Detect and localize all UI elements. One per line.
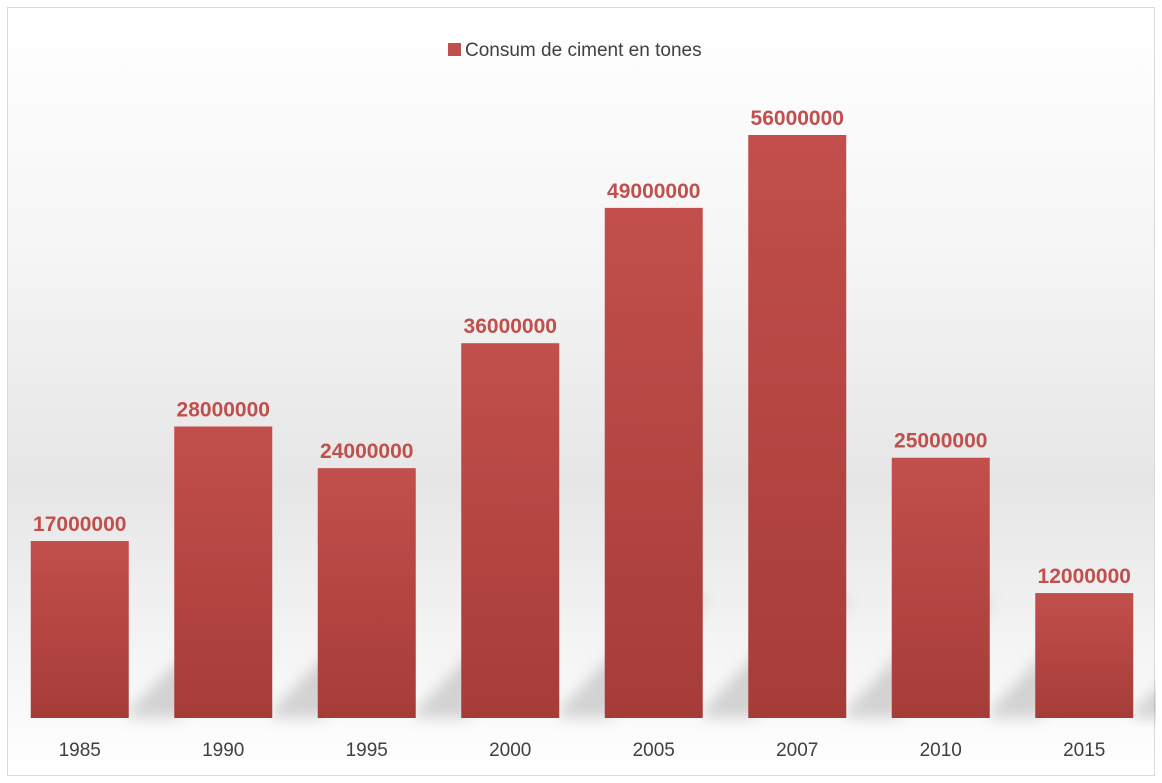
bar	[317, 468, 416, 718]
bar-shadow	[1133, 689, 1156, 718]
data-label: 17000000	[33, 513, 126, 536]
x-tick-label: 2005	[633, 740, 675, 761]
data-label: 28000000	[177, 399, 270, 422]
bar-chart: Consum de ciment en tones 17000000 280000…	[30, 40, 1156, 761]
bar	[461, 343, 560, 718]
legend: Consum de ciment en tones	[448, 40, 702, 61]
data-label: 56000000	[751, 107, 844, 130]
x-tick-label: 2000	[489, 740, 531, 761]
legend-swatch	[448, 43, 461, 56]
bar	[748, 135, 847, 718]
x-tick-label: 2007	[776, 740, 818, 761]
data-labels: 17000000 28000000 24000000 36000000 49000000…	[33, 107, 1131, 588]
bar	[1035, 593, 1134, 718]
x-tick-label: 1985	[59, 740, 101, 761]
bar	[30, 541, 129, 718]
legend-label: Consum de ciment en tones	[465, 40, 702, 61]
x-axis-tick-labels: 1985 1990 1995 2000 2005 2007 2010 2015	[59, 740, 1106, 761]
x-tick-label: 2015	[1063, 740, 1105, 761]
x-tick-label: 1990	[202, 740, 244, 761]
x-tick-label: 1995	[346, 740, 388, 761]
bars	[30, 135, 1134, 718]
bar	[891, 457, 990, 718]
data-label: 24000000	[320, 440, 413, 463]
x-tick-label: 2010	[920, 740, 962, 761]
bar	[604, 207, 703, 718]
chart-frame: Consum de ciment en tones 17000000 280000…	[7, 7, 1156, 776]
data-label: 36000000	[464, 315, 557, 338]
data-label: 49000000	[607, 180, 700, 203]
data-label: 12000000	[1038, 565, 1131, 588]
data-label: 25000000	[894, 430, 987, 453]
bar	[174, 426, 273, 718]
